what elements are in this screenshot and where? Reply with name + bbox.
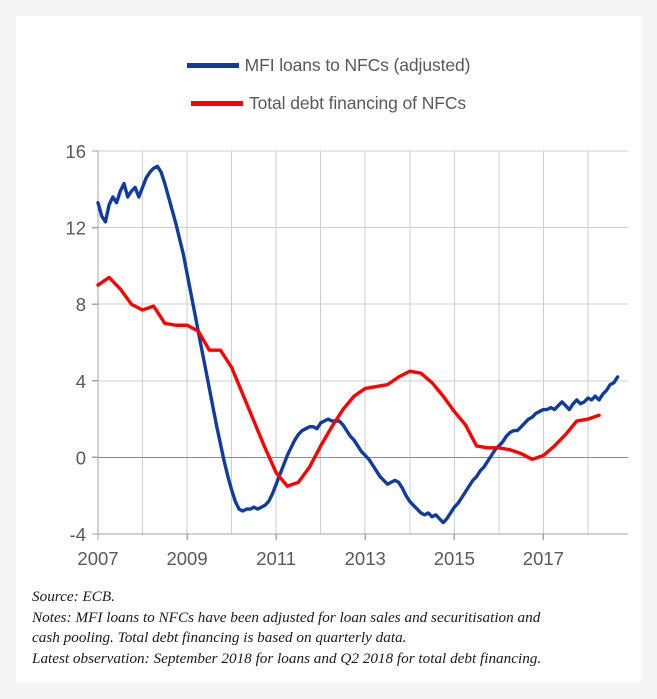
- y-tick-label: 0: [76, 447, 86, 468]
- series-line-mfi-loans: [96, 164, 620, 525]
- legend-entry-debt: Total debt financing of NFCs: [16, 88, 641, 118]
- note-latest-observation: Latest observation: September 2018 for l…: [32, 649, 542, 667]
- legend-label-loans: MFI loans to NFCs (adjusted): [244, 54, 471, 75]
- notes-panel: Source: ECB. Notes: MFI loans to NFCs ha…: [16, 579, 641, 683]
- legend-label-debt: Total debt financing of NFCs: [248, 92, 467, 113]
- line-chart: -4 0 4 8 12 16 2007 2009 2011 2013 2015 2017: [65, 141, 628, 569]
- y-tick-label: -4: [70, 524, 86, 545]
- x-tick-label: 2015: [434, 548, 475, 569]
- note-line-2: cash pooling. Total debt financing is ba…: [32, 629, 407, 646]
- y-tick-labels: -4 0 4 8 12 16: [65, 141, 86, 545]
- legend-swatch-debt: [190, 100, 243, 106]
- x-tick-label: 2011: [256, 548, 296, 569]
- axis-layer: [97, 151, 628, 535]
- legend-swatch-loans: [186, 62, 239, 68]
- chart-panel: MFI loans to NFCs (adjusted) Total debt …: [16, 16, 641, 579]
- y-tick-label: 4: [76, 371, 86, 392]
- x-tick-label: 2017: [523, 548, 564, 569]
- notes-text-block: Source: ECB. Notes: MFI loans to NFCs ha…: [32, 587, 541, 669]
- series-layer: [96, 164, 620, 525]
- x-tick-labels: 2007 2009 2011 2013 2015 2017: [77, 548, 564, 569]
- tick-marks: [92, 150, 545, 540]
- legend-entry-loans: MFI loans to NFCs (adjusted): [16, 50, 641, 80]
- x-tick-label: 2013: [345, 548, 386, 569]
- x-tick-label: 2009: [166, 548, 207, 569]
- x-tick-label: 2007: [77, 548, 118, 569]
- chart-legend: MFI loans to NFCs (adjusted) Total debt …: [16, 16, 641, 113]
- note-line-1: Notes: MFI loans to NFCs have been adjus…: [32, 608, 541, 626]
- y-tick-label: 16: [65, 141, 86, 162]
- y-tick-label: 12: [65, 218, 86, 239]
- grid-layer: [97, 150, 628, 535]
- y-tick-label: 8: [76, 294, 86, 315]
- note-source: Source: ECB.: [32, 588, 115, 605]
- series-line-total-debt: [96, 275, 601, 488]
